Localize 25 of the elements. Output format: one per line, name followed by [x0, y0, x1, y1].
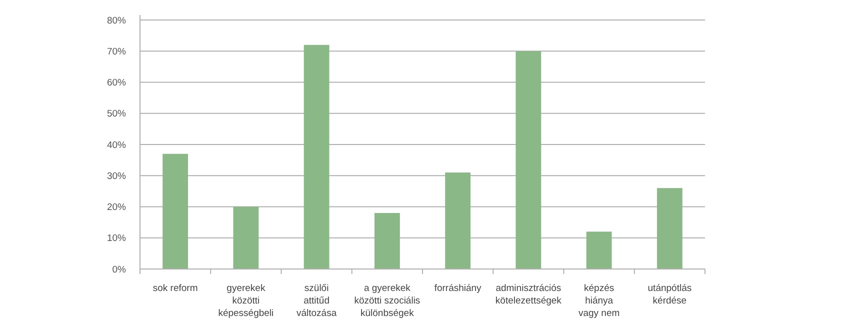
- bar: [162, 154, 188, 269]
- x-tick-label: adminisztrációs kötelezettségek: [495, 283, 562, 306]
- y-tick-label: 70%: [106, 46, 127, 58]
- x-tick-label: képzés hiánya vagy nem: [578, 283, 620, 319]
- y-tick-label: 40%: [106, 140, 127, 151]
- x-tick-label: a gyerekek közötti szociális különbségek: [354, 283, 420, 319]
- x-tick-label: gyerekek közötti képességbeli: [218, 283, 274, 319]
- y-tick-label: 30%: [106, 170, 127, 182]
- bar: [656, 188, 682, 269]
- y-tick-label: 0%: [112, 264, 127, 276]
- x-tick-label: sok reform: [152, 283, 198, 294]
- y-tick-label: 60%: [106, 78, 127, 89]
- bar: [586, 232, 612, 269]
- x-tick-label: forráshiány: [434, 283, 482, 294]
- bar: [445, 172, 471, 269]
- bar: [374, 212, 400, 269]
- y-tick-label: 20%: [106, 202, 127, 214]
- bar: [233, 206, 259, 269]
- y-tick-label: 10%: [106, 233, 127, 244]
- y-tick-label: 80%: [106, 15, 127, 26]
- x-tick-label: utánpótlás kérdése: [648, 283, 692, 306]
- bar: [304, 44, 330, 269]
- bar: [516, 51, 542, 269]
- y-tick-label: 50%: [106, 108, 127, 120]
- x-tick-label: szülői attitűd változása: [296, 283, 338, 319]
